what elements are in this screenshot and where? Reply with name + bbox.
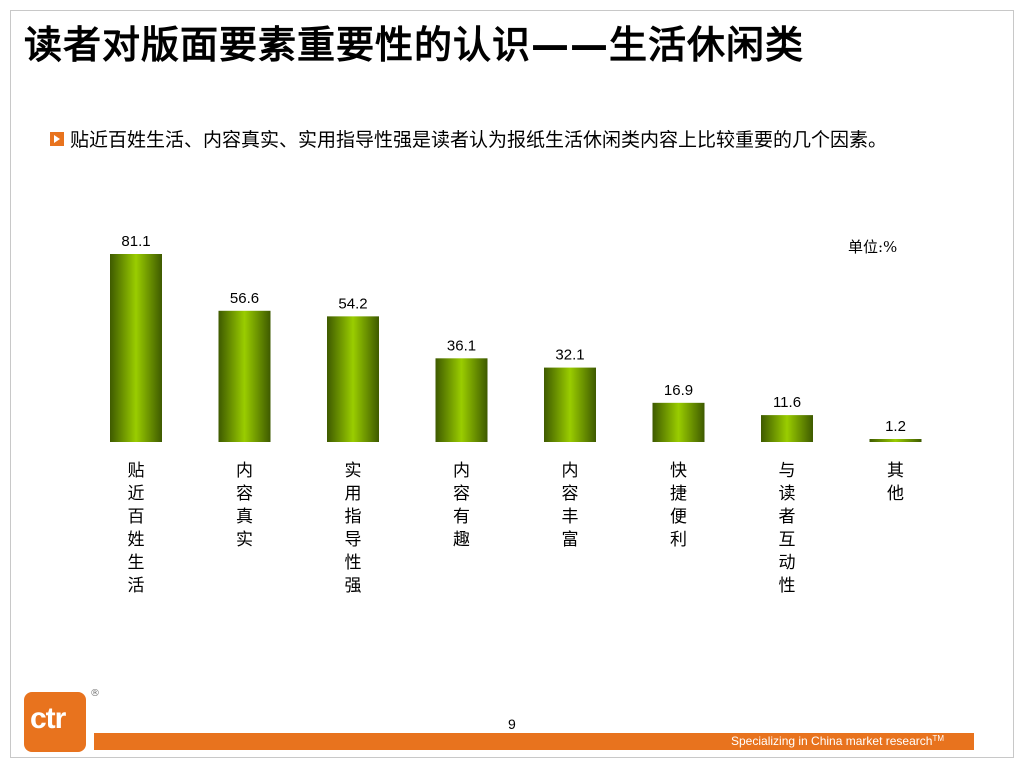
slide-title: 读者对版面要素重要性的认识——生活休闲类 <box>24 23 805 67</box>
bar-value-label: 81.1 <box>121 233 150 250</box>
category-label: 快捷便利 <box>670 461 687 550</box>
bar-4 <box>544 367 596 442</box>
bullet-arrow-icon <box>50 132 64 146</box>
footer-text: Specializing in China market researchTM <box>731 734 944 748</box>
bar-0 <box>110 254 162 442</box>
bar-6 <box>761 415 813 442</box>
logo-text: ctr <box>30 702 66 735</box>
category-label: 与读者互动性 <box>779 461 796 596</box>
footer-bar: Specializing in China market researchTM <box>94 733 974 750</box>
bar-3 <box>435 358 488 442</box>
unit-label: 单位:% <box>848 238 898 256</box>
category-label: 其他 <box>887 461 904 504</box>
bar-value-label: 16.9 <box>664 382 693 399</box>
bar-5 <box>652 402 705 442</box>
category-label: 内容有趣 <box>453 461 470 550</box>
bar-value-label: 1.2 <box>885 418 906 435</box>
bar-value-label: 56.6 <box>230 290 259 307</box>
trademark-mark: TM <box>932 734 944 743</box>
bar-7 <box>869 439 922 442</box>
bar-value-label: 32.1 <box>555 347 584 364</box>
bar-2 <box>327 316 379 442</box>
slide-frame <box>10 10 1014 758</box>
category-label: 贴近百姓生活 <box>128 461 145 596</box>
bullet-point: 贴近百姓生活、内容真实、实用指导性强是读者认为报纸生活休闲类内容上比较重要的几个… <box>50 124 950 156</box>
registered-mark: ® <box>90 688 100 699</box>
footer-tagline: Specializing in China market research <box>731 734 933 748</box>
bar-value-label: 36.1 <box>447 337 476 354</box>
chart-bars: 81.1 贴近百姓生活 56.6 内容真实 54.2 实用指导性强 36.1 内容有趣 32.1… <box>110 233 922 596</box>
bullet-text: 贴近百姓生活、内容真实、实用指导性强是读者认为报纸生活休闲类内容上比较重要的几个… <box>70 129 888 151</box>
bar-value-label: 11.6 <box>773 394 801 411</box>
bar-value-label: 54.2 <box>338 295 367 312</box>
category-label: 实用指导性强 <box>345 461 362 596</box>
ctr-logo: ctr <box>24 692 86 752</box>
category-label: 内容丰富 <box>562 461 579 550</box>
category-label: 内容真实 <box>236 461 253 550</box>
page-number: 9 <box>508 716 516 732</box>
bar-1 <box>218 310 271 442</box>
